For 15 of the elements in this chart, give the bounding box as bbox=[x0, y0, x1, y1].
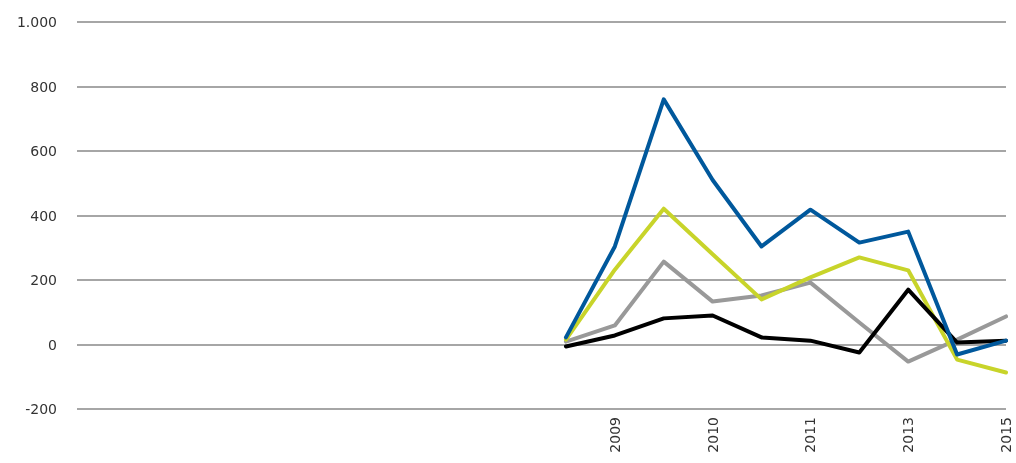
x-tick-label: 2010 bbox=[704, 417, 721, 453]
line-series bbox=[563, 206, 1008, 375]
x-tick-label: 2015 bbox=[998, 417, 1014, 453]
y-tick-label: 0 bbox=[48, 336, 57, 353]
y-tick-label: 1.000 bbox=[16, 14, 57, 30]
x-tick-label: 2009 bbox=[606, 417, 623, 453]
y-tick-label: -200 bbox=[25, 401, 57, 417]
y-tick-label: 600 bbox=[30, 143, 57, 159]
line-series bbox=[563, 259, 1008, 364]
x-tick-label: 2011 bbox=[802, 417, 819, 453]
x-tick-label: 2013 bbox=[900, 417, 917, 453]
y-tick-label: 800 bbox=[30, 78, 57, 95]
y-tick-label: 400 bbox=[30, 207, 57, 224]
line-series bbox=[563, 97, 1008, 357]
y-tick-label: 200 bbox=[30, 272, 57, 288]
